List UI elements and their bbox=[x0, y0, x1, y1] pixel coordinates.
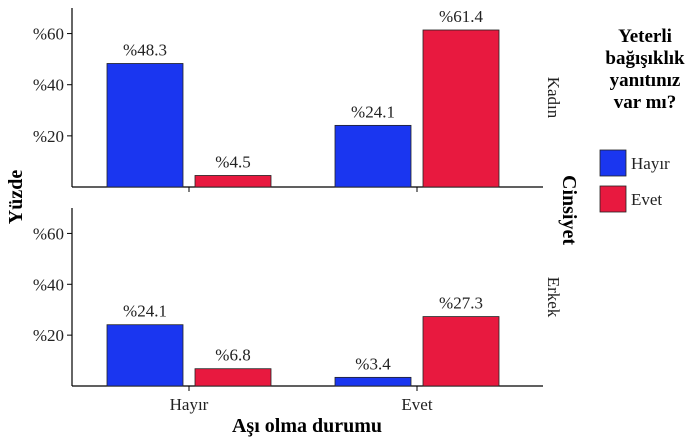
data-label: %48.3 bbox=[123, 40, 167, 59]
legend: Yeterli bağışıklık yanıtınız var mı? Hayır Ev… bbox=[599, 26, 685, 213]
bar-hayır-hayır bbox=[106, 324, 184, 387]
legend-title: Yeterli bağışıklık yanıtınız var mı? bbox=[605, 26, 685, 113]
chart-panels: %20 %40 %60 %48.3 %24.1 %4.5 %61.4 Kadın %20 %40%… bbox=[33, 7, 563, 414]
legend-label-hayır: Hayır bbox=[631, 154, 670, 173]
x-tick-label: Hayır bbox=[170, 395, 209, 414]
data-label: %4.5 bbox=[215, 152, 250, 171]
bar-evet-hayır bbox=[194, 175, 272, 188]
panel-1: %20 %40 %60 %48.3 %24.1 %4.5 %61.4 Kadın bbox=[33, 7, 563, 192]
panel-2: %20 %40 %60 Hayır Evet %24.1 %3.4 %6.8 %27.3 Erke… bbox=[33, 208, 563, 414]
bar-hayır-evet bbox=[334, 376, 412, 387]
y-tick-label: %40 bbox=[33, 275, 64, 294]
y-tick-label: %60 bbox=[33, 25, 64, 44]
y-tick-label: %20 bbox=[33, 326, 64, 345]
bar-hayır-evet bbox=[334, 124, 412, 188]
y-tick-label: %20 bbox=[33, 127, 64, 146]
y-axis-label: Yüzde bbox=[5, 170, 27, 225]
x-axis-label: Aşı olma durumu bbox=[232, 415, 382, 437]
x-tick-label: Evet bbox=[401, 395, 432, 414]
data-label: %27.3 bbox=[439, 294, 483, 313]
bar-evet-hayır bbox=[194, 368, 272, 387]
bar-hayır-hayır bbox=[106, 63, 184, 188]
bar-evet-evet bbox=[422, 316, 500, 387]
data-label: %24.1 bbox=[123, 302, 167, 321]
y-tick-label: %40 bbox=[33, 76, 64, 95]
data-label: %3.4 bbox=[355, 354, 391, 373]
facet-strip-label: Erkek bbox=[544, 277, 563, 318]
bar-evet-evet bbox=[422, 29, 500, 188]
data-label: %24.1 bbox=[351, 102, 395, 121]
data-label: %61.4 bbox=[439, 7, 483, 26]
data-label: %6.8 bbox=[215, 346, 250, 365]
legend-swatch-evet bbox=[599, 185, 627, 213]
legend-swatch-hayır bbox=[599, 149, 627, 177]
legend-label-evet: Evet bbox=[631, 190, 662, 209]
y-tick-label: %60 bbox=[33, 224, 64, 243]
facet-label: Cinsiyet bbox=[558, 175, 580, 245]
facet-strip-label: Kadın bbox=[544, 77, 563, 119]
